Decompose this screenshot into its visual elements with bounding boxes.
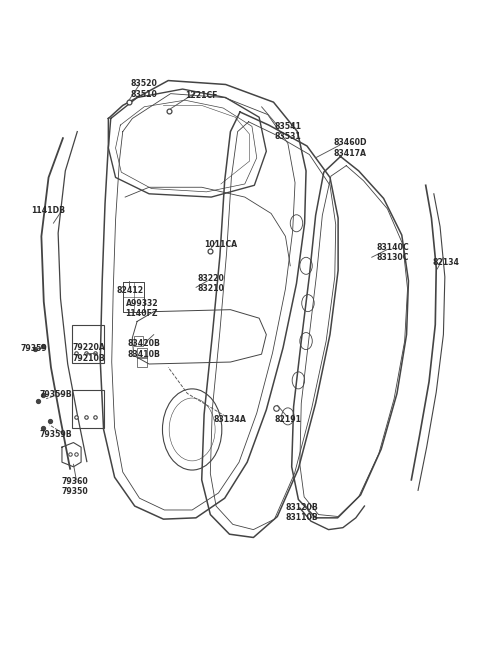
Text: 83460D
83417A: 83460D 83417A [333, 138, 367, 157]
Bar [137, 357, 147, 367]
Text: 79359B: 79359B [39, 430, 72, 439]
Text: 83541
83531: 83541 83531 [275, 122, 301, 141]
Text: 1011CA: 1011CA [204, 239, 238, 249]
Text: 83220
83210: 83220 83210 [198, 274, 225, 293]
Bar [134, 336, 144, 346]
Text: 83120B
83110B: 83120B 83110B [286, 503, 319, 522]
Text: A99332
1140FZ: A99332 1140FZ [126, 298, 158, 318]
Text: 83520
83510: 83520 83510 [131, 79, 158, 99]
Text: 79220A
79210B: 79220A 79210B [73, 343, 106, 363]
Text: 82191: 82191 [275, 415, 301, 424]
Text: 83134A: 83134A [214, 415, 247, 424]
Bar [137, 348, 147, 358]
Bar [72, 390, 104, 428]
Text: 79360
79350: 79360 79350 [61, 477, 88, 496]
Text: 83140C
83130C: 83140C 83130C [377, 243, 409, 262]
Text: 79359: 79359 [21, 344, 48, 354]
Text: 1221CF: 1221CF [186, 91, 218, 100]
Bar [72, 325, 104, 363]
Text: 82412: 82412 [116, 285, 144, 295]
Text: 83420B
83410B: 83420B 83410B [128, 339, 161, 359]
Text: 1141DB: 1141DB [32, 206, 66, 215]
Text: 82134: 82134 [432, 258, 459, 267]
Text: 79359B: 79359B [39, 390, 72, 400]
